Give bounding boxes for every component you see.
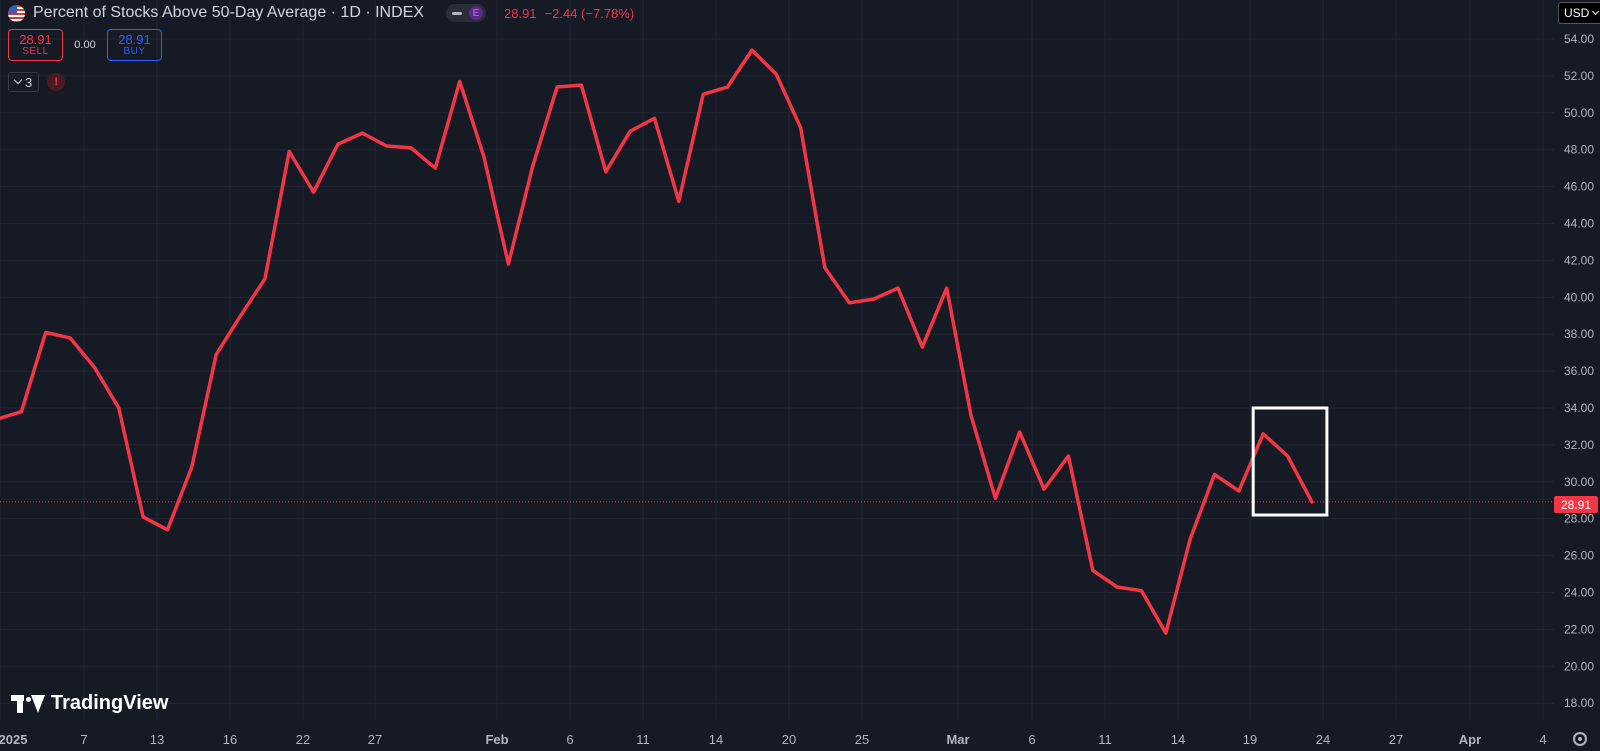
y-tick-label: 30.00 (1564, 475, 1594, 489)
earnings-icon: E (469, 6, 483, 20)
x-tick-label: 27 (1389, 732, 1403, 747)
y-tick-label: 52.00 (1564, 69, 1594, 83)
settings-icon[interactable] (1573, 732, 1587, 746)
x-tick-label: 11 (636, 732, 650, 747)
last-price-badge: 28.91 (1554, 496, 1598, 513)
x-tick-label: 16 (223, 732, 237, 747)
y-tick-label: 32.00 (1564, 438, 1594, 452)
y-tick-label: 28.00 (1564, 512, 1594, 526)
y-tick-label: 48.00 (1564, 143, 1594, 157)
x-tick-label: 11 (1098, 732, 1112, 747)
buy-button[interactable]: 28.91 BUY (107, 29, 162, 61)
y-tick-label: 54.00 (1564, 32, 1594, 46)
y-axis[interactable]: 54.00 52.00 50.00 48.00 46.00 44.00 42.00 40.00… (1564, 32, 1594, 710)
y-tick-label: 44.00 (1564, 217, 1594, 231)
x-tick-label: 25 (855, 732, 869, 747)
y-tick-label: 36.00 (1564, 364, 1594, 378)
chart-header: Percent of Stocks Above 50-Day Average ·… (8, 2, 634, 24)
indicators-count: 3 (25, 74, 33, 90)
x-tick-label: 6 (566, 732, 573, 747)
header-last-price: 28.91 (504, 5, 537, 21)
x-tick-label: Apr (1459, 732, 1481, 747)
y-tick-label: 40.00 (1564, 290, 1594, 304)
y-tick-label: 22.00 (1564, 622, 1594, 636)
x-tick-label: Mar (946, 732, 969, 747)
x-tick-label: 13 (150, 732, 164, 747)
y-tick-label: 20.00 (1564, 659, 1594, 673)
grid-lines (0, 0, 1554, 720)
logo-text: TradingView (51, 692, 169, 714)
chevron-down-icon (13, 75, 23, 85)
sell-label: SELL (22, 45, 49, 57)
highlight-box (1251, 406, 1329, 517)
series-line (0, 48, 1314, 635)
sell-button[interactable]: 28.91 SELL (8, 29, 63, 61)
header-change: −2.44 (−7.78%) (544, 5, 635, 21)
indicators-toggle[interactable]: 3 (8, 72, 40, 92)
x-tick-label: 20 (782, 732, 796, 747)
y-tick-label: 38.00 (1564, 327, 1594, 341)
currency-label: USD (1564, 6, 1590, 20)
tradingview-logo-icon (11, 694, 45, 713)
minus-icon (452, 11, 462, 15)
x-tick-label: 2025 (0, 732, 27, 747)
y-tick-label: 26.00 (1564, 549, 1594, 563)
visibility-toggle[interactable]: E (446, 4, 486, 22)
tradingview-logo[interactable]: TradingView (11, 692, 168, 715)
y-tick-label: 50.00 (1564, 106, 1594, 120)
x-tick-label: 6 (1028, 732, 1035, 747)
y-tick-label: 46.00 (1564, 180, 1594, 194)
x-tick-label: Feb (485, 732, 508, 747)
y-tick-label: 24.00 (1564, 586, 1594, 600)
us-flag-icon (8, 4, 25, 22)
sell-price: 28.91 (19, 31, 52, 47)
y-tick-label: 34.00 (1564, 401, 1594, 415)
buy-label: BUY (123, 45, 146, 57)
x-tick-label: 22 (296, 732, 310, 747)
x-tick-label: 24 (1316, 732, 1330, 747)
indicators-row: 3 ! (8, 72, 66, 92)
buy-price: 28.91 (118, 31, 151, 47)
x-tick-label: 27 (368, 732, 382, 747)
chevron-down-icon (1592, 7, 1600, 15)
error-icon[interactable]: ! (47, 73, 66, 91)
trade-panel: 28.91 SELL 0.00 28.91 BUY (8, 29, 162, 61)
x-tick-label: 7 (80, 732, 87, 747)
x-tick-label: 14 (1171, 732, 1185, 747)
symbol-title[interactable]: Percent of Stocks Above 50-Day Average ·… (33, 4, 424, 21)
spread-value: 0.00 (74, 39, 96, 51)
x-tick-label: 14 (709, 732, 723, 747)
y-tick-label: 42.00 (1564, 253, 1594, 267)
currency-selector[interactable]: USD (1558, 2, 1600, 24)
x-tick-label: 4 (1539, 732, 1546, 747)
x-tick-label: 19 (1243, 732, 1257, 747)
x-axis[interactable]: 2025 7 13 16 22 27 Feb 6 11 14 20 25 Mar 6 11 14 19 24 27 A… (0, 732, 1547, 747)
y-tick-label: 18.00 (1564, 696, 1594, 710)
